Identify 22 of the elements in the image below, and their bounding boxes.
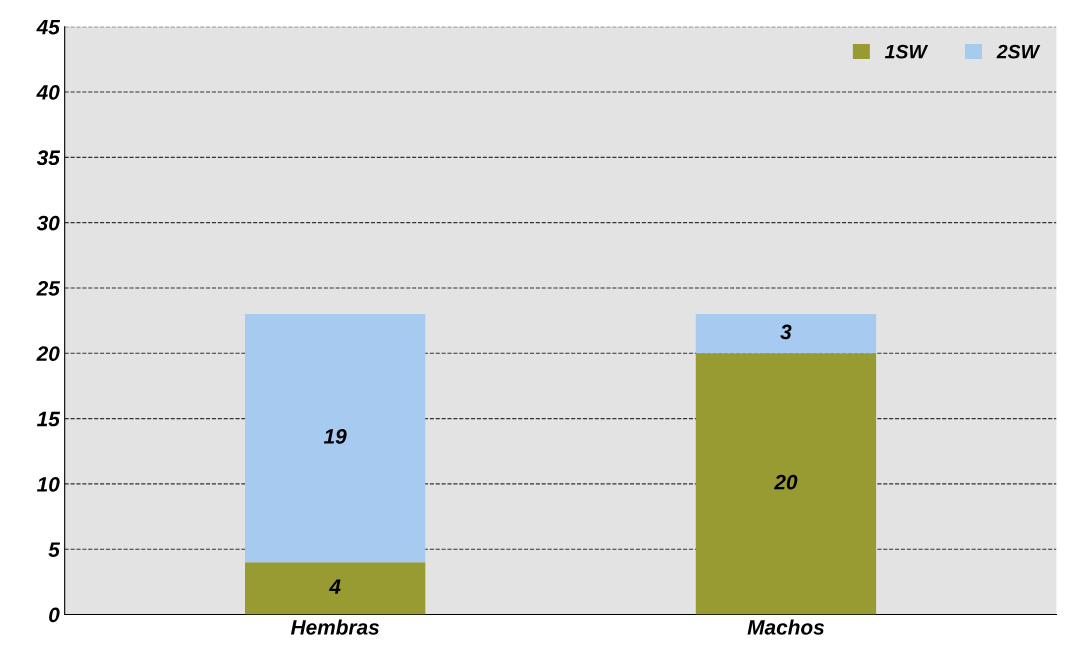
- data-label: 4: [329, 579, 341, 594]
- y-tick-label: 15: [36, 411, 61, 427]
- data-label: 3: [780, 324, 792, 340]
- y-tick-label: 40: [36, 85, 60, 100]
- y-tick-label: 35: [36, 150, 61, 166]
- x-tick-label: Hembras: [290, 619, 380, 635]
- bar: [695, 353, 877, 615]
- bar: [245, 314, 426, 563]
- y-tick-label: 30: [36, 215, 60, 231]
- data-label: 20: [774, 474, 798, 490]
- data-label: 19: [323, 429, 347, 444]
- x-tick-label: Machos: [747, 619, 825, 635]
- bar: [695, 314, 877, 354]
- y-tick-label: 25: [36, 280, 61, 296]
- y-tick-label: 20: [36, 346, 60, 362]
- bar: [245, 562, 426, 615]
- legend-label: 2SW: [996, 44, 1041, 59]
- y-tick-label: 45: [36, 19, 61, 35]
- y-tick-label: 5: [48, 542, 61, 557]
- y-tick-label: 10: [36, 476, 60, 492]
- legend-label: 1SW: [884, 44, 929, 59]
- y-tick-label: 0: [49, 607, 60, 623]
